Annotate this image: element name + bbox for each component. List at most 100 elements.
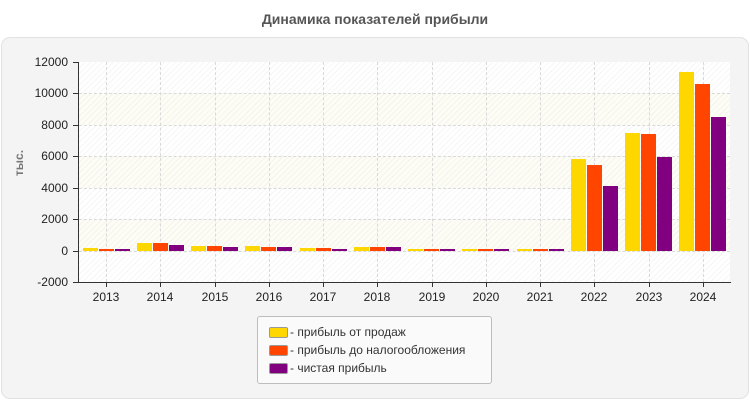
legend-item-sales-profit: - прибыль от продаж <box>269 324 406 340</box>
y-tick-label: 10000 <box>34 86 68 100</box>
x-tick <box>594 283 595 287</box>
chart-title: Динамика показателей прибыли <box>261 11 489 27</box>
x-tick-label: 2019 <box>418 290 446 304</box>
x-tick-label: 2014 <box>146 290 174 304</box>
legend-swatch-net-profit <box>269 362 288 374</box>
bar-2016-0 <box>245 245 260 251</box>
horizontal-gridline <box>79 125 730 126</box>
bar-2020-0 <box>462 248 477 251</box>
x-tick-label: 2021 <box>526 290 554 304</box>
bar-2023-1 <box>641 133 656 251</box>
legend-item-net-profit: - чистая прибыль <box>269 360 387 376</box>
x-tick <box>106 283 107 287</box>
x-tick <box>432 283 433 287</box>
x-tick <box>486 283 487 287</box>
bar-2016-2 <box>277 246 292 251</box>
bar-2024-1 <box>695 84 710 251</box>
y-tick-label: 8000 <box>41 118 68 132</box>
x-tick <box>377 283 378 287</box>
bar-2017-1 <box>316 247 331 251</box>
x-tick <box>160 283 161 287</box>
legend-label: - прибыль от продаж <box>290 325 406 339</box>
bar-2019-0 <box>408 248 423 251</box>
bar-2019-1 <box>424 248 439 251</box>
bar-2021-1 <box>533 248 548 251</box>
x-tick <box>649 283 650 287</box>
y-tick-label: 6000 <box>41 149 68 163</box>
bar-2022-2 <box>603 185 618 251</box>
vertical-gridline <box>269 62 270 282</box>
x-tick-label: 2018 <box>363 290 391 304</box>
bar-2013-2 <box>115 248 130 251</box>
bar-2022-0 <box>571 158 586 251</box>
legend-label: - прибыль до налогообложения <box>290 343 466 357</box>
y-tick <box>73 251 78 252</box>
y-tick-label: 4000 <box>41 181 68 195</box>
plot-band <box>79 156 730 188</box>
legend: - прибыль от продаж - прибыль до налогоо… <box>257 316 492 384</box>
plot-band <box>79 250 730 282</box>
y-tick-label: -2000 <box>37 275 68 289</box>
plot-band <box>79 62 730 94</box>
horizontal-gridline <box>79 251 730 252</box>
bar-2018-2 <box>386 246 401 251</box>
x-tick-label: 2022 <box>580 290 608 304</box>
bar-2021-2 <box>549 248 564 251</box>
y-tick-label: 0 <box>61 244 68 258</box>
bar-2013-0 <box>83 248 98 251</box>
plot-band <box>79 124 730 157</box>
vertical-gridline <box>215 62 216 282</box>
vertical-gridline <box>486 62 487 282</box>
bar-2023-2 <box>657 156 672 251</box>
horizontal-gridline <box>79 93 730 94</box>
bar-2015-0 <box>191 245 206 251</box>
bar-2023-0 <box>625 132 640 251</box>
y-tick-label: 12000 <box>34 55 68 69</box>
y-tick <box>73 188 78 189</box>
plot-band <box>79 93 730 125</box>
vertical-gridline <box>106 62 107 282</box>
vertical-gridline <box>432 62 433 282</box>
y-tick-label: 2000 <box>41 212 68 226</box>
plot-band <box>79 187 730 220</box>
legend-swatch-sales-profit <box>269 326 288 338</box>
horizontal-gridline <box>79 219 730 220</box>
vertical-gridline <box>323 62 324 282</box>
bar-2015-1 <box>207 245 222 251</box>
y-axis-line <box>78 62 79 283</box>
bar-2022-1 <box>587 164 602 251</box>
bar-2021-0 <box>517 248 532 251</box>
y-tick <box>73 219 78 220</box>
x-tick-label: 2015 <box>201 290 229 304</box>
legend-label: - чистая прибыль <box>290 361 387 375</box>
legend-swatch-pretax-profit <box>269 344 288 356</box>
bar-2018-1 <box>370 246 385 251</box>
y-tick <box>73 125 78 126</box>
bar-2020-2 <box>494 248 509 251</box>
y-tick <box>73 93 78 94</box>
x-tick <box>269 283 270 287</box>
x-tick-label: 2017 <box>309 290 337 304</box>
x-tick-label: 2024 <box>689 290 717 304</box>
horizontal-gridline <box>79 188 730 189</box>
x-tick <box>215 283 216 287</box>
bar-2024-0 <box>679 71 694 251</box>
bar-2014-2 <box>169 244 184 251</box>
legend-item-pretax-profit: - прибыль до налогообложения <box>269 342 465 358</box>
x-tick <box>323 283 324 287</box>
bar-2013-1 <box>99 248 114 251</box>
vertical-gridline <box>540 62 541 282</box>
plot-band <box>79 219 730 251</box>
bar-2024-2 <box>711 117 726 251</box>
x-tick-label: 2020 <box>472 290 500 304</box>
y-tick <box>73 282 78 283</box>
y-tick <box>73 62 78 63</box>
bar-2015-2 <box>223 246 238 251</box>
x-tick-label: 2013 <box>92 290 120 304</box>
bar-2018-0 <box>354 246 369 251</box>
y-tick <box>73 156 78 157</box>
x-tick-label: 2016 <box>255 290 283 304</box>
plot-area <box>79 62 730 282</box>
x-tick <box>540 283 541 287</box>
bar-2016-1 <box>261 246 276 251</box>
